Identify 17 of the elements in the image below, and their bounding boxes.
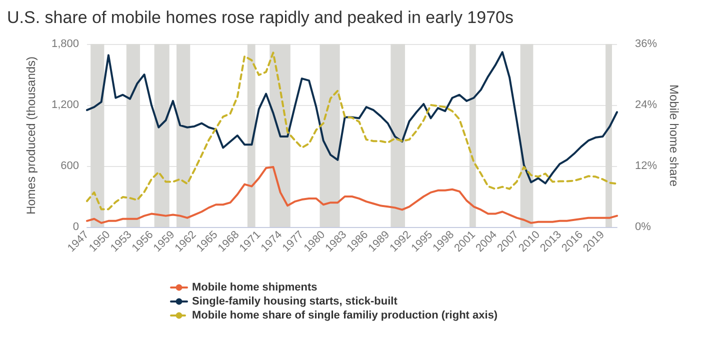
- y2-tick-label: 0%: [635, 221, 652, 233]
- legend-label: Mobile home shipments: [192, 282, 318, 294]
- y-axis-title: Homes produced (thousands): [24, 56, 38, 215]
- line-series: [86, 166, 618, 224]
- y2-axis-title: Mobile home share: [666, 84, 681, 187]
- line-series: [86, 52, 618, 210]
- y-tick-label: 1,200: [51, 99, 79, 111]
- legend-label: Mobile home share of single familiy production (right axis): [192, 310, 498, 322]
- legend-label: Single-family housing starts, stick-built: [192, 296, 398, 308]
- y-tick-label: 1,800: [51, 38, 79, 50]
- y-tick-label: 600: [60, 160, 79, 172]
- chart-title: U.S. share of mobile homes rose rapidly and peaked in early 1970s: [7, 8, 514, 27]
- y2-tick-label: 12%: [635, 160, 658, 172]
- y-tick-label: 0: [72, 221, 79, 233]
- y2-tick-label: 24%: [635, 99, 658, 111]
- y2-tick-label: 36%: [635, 38, 658, 50]
- line-series: [86, 51, 618, 184]
